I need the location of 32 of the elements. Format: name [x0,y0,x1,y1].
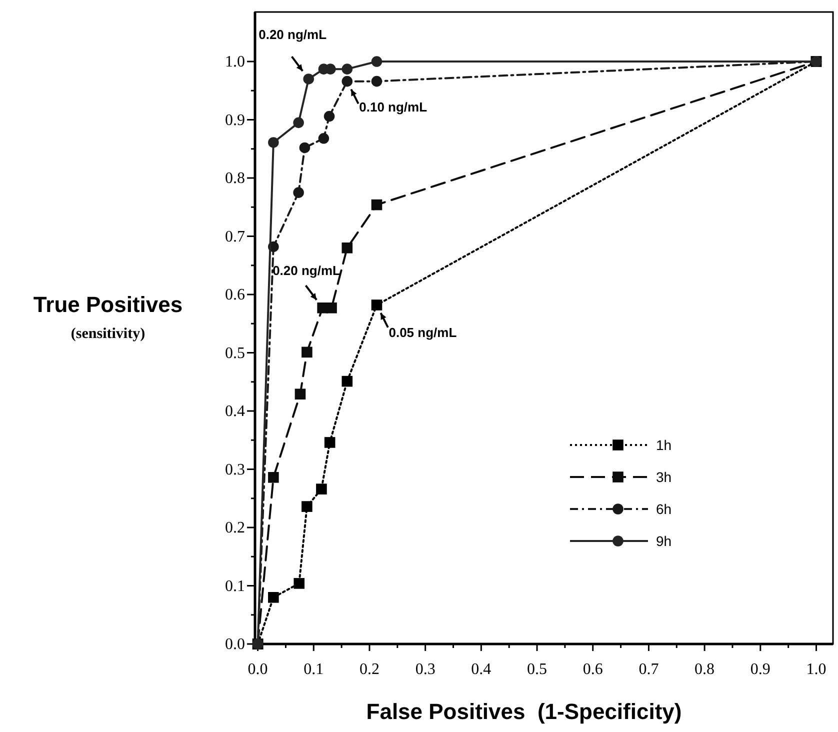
x-tick-label: 0.5 [527,661,548,678]
y-tick-label: 0.3 [225,461,245,478]
x-tick-label: 0.8 [694,661,715,678]
y-tick-label: 0.4 [225,403,245,420]
y-tick-label: 0.8 [225,170,245,188]
y-tick-label: 0.6 [225,286,245,304]
x-tick-label: 0.9 [750,661,770,678]
y-tick-label: 0.1 [225,578,245,595]
x-tick-label: 0.7 [638,661,659,678]
x-tick-label: 0.6 [582,661,603,678]
annotation: 0.20 ng/mL [272,262,341,278]
annotation: 0.10 ng/mL [359,99,428,114]
y-tick-label: 0.2 [225,520,245,536]
legend-label: 3h [656,469,672,485]
x-tick-label: 0.1 [304,661,324,678]
y-axis-title: True Positives (sensitivity) [33,292,183,342]
y-tick-label: 1.0 [225,54,245,71]
annotation: 0.05 ng/mL [388,324,457,340]
legend-label: 6h [656,501,672,517]
y-tick-label: 0.5 [225,344,245,362]
annotation: 0.20 ng/mL [258,26,327,42]
legend-label: 9h [656,533,672,549]
legend-label: 1h [656,437,672,453]
x-tick-label: 0.4 [471,661,492,678]
x-tick-label: 0.2 [359,661,380,678]
x-axis-title: False Positives (1-Specificity) [366,699,682,724]
x-tick-label: 1.0 [806,661,826,678]
y-tick-label: 0.7 [225,228,245,246]
y-tick-label: 0.9 [225,112,245,129]
y-tick-label: 0.0 [225,636,245,653]
x-tick-label: 0.0 [248,661,268,678]
x-tick-label: 0.3 [415,661,436,678]
